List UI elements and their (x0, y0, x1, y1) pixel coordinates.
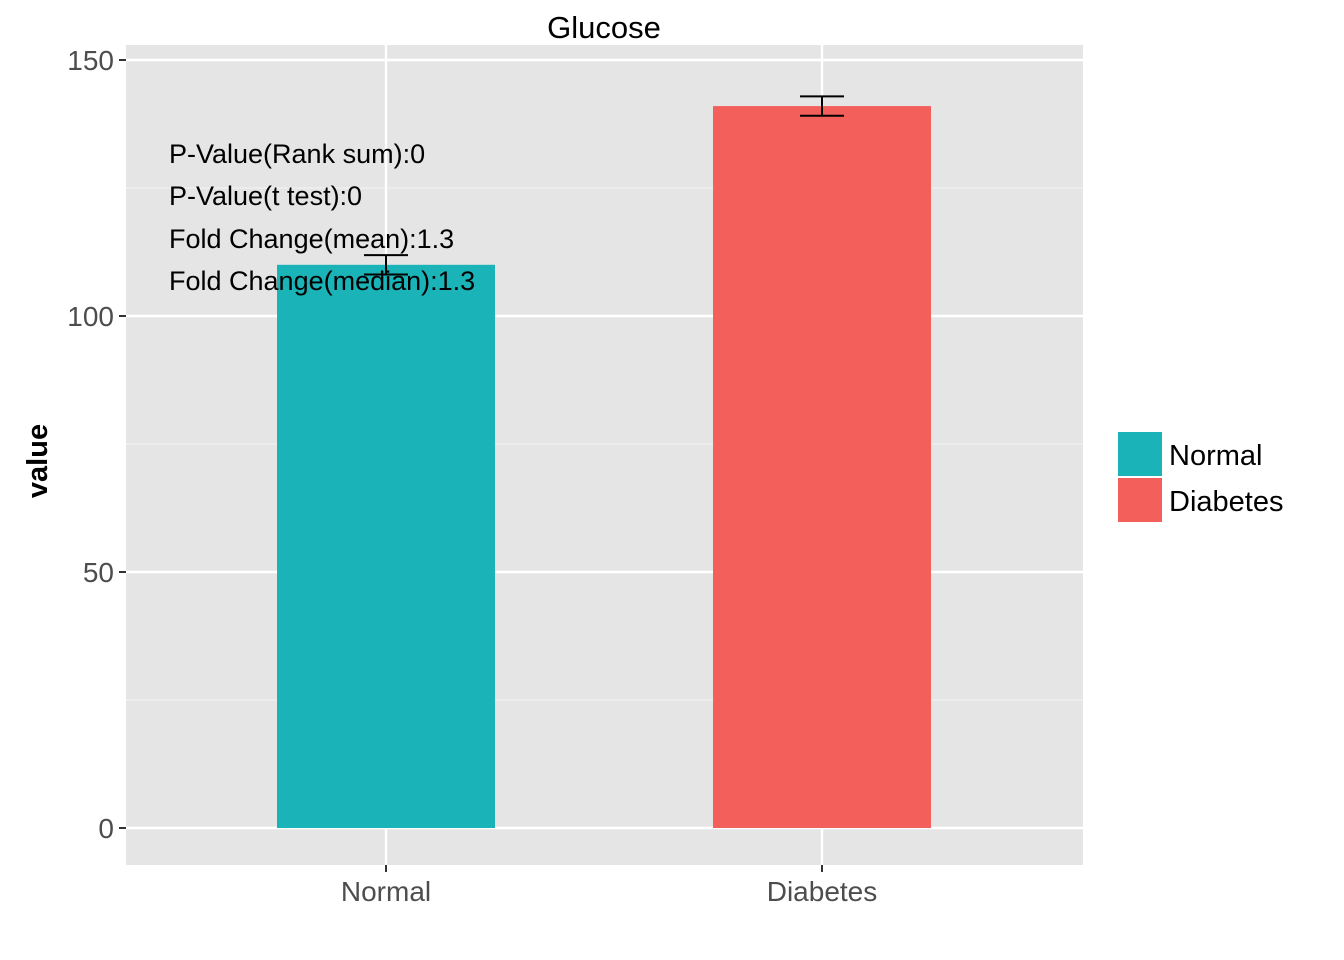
y-tick-label: 100 (67, 301, 114, 332)
legend-label-normal: Normal (1169, 440, 1262, 472)
bar-diabetes (713, 106, 931, 828)
legend-label-diabetes: Diabetes (1169, 486, 1283, 518)
y-axis-label: value (22, 424, 54, 498)
legend-key-normal (1118, 432, 1162, 476)
x-tick-label: Normal (341, 876, 431, 907)
annotation-fold-change-mean: Fold Change(mean):1.3 (169, 224, 454, 254)
y-tick-label: 0 (98, 813, 114, 844)
y-tick-label: 150 (67, 45, 114, 76)
legend-key-diabetes (1118, 478, 1162, 522)
bars-group (277, 106, 931, 828)
x-axis: Normal Diabetes (341, 865, 877, 907)
y-axis: 0 50 100 150 (67, 45, 126, 844)
bar-normal (277, 264, 495, 828)
legend: Normal Diabetes (1118, 432, 1283, 522)
stats-annotations: P-Value(Rank sum):0 P-Value(t test):0 Fo… (169, 139, 475, 296)
error-bars-group (364, 95, 844, 276)
y-tick-label: 50 (83, 557, 114, 588)
annotation-rank-sum: P-Value(Rank sum):0 (169, 139, 425, 169)
x-tick-label: Diabetes (767, 876, 878, 907)
annotation-t-test: P-Value(t test):0 (169, 181, 362, 211)
annotation-fold-change-median: Fold Change(median):1.3 (169, 266, 475, 296)
chart-title: Glucose (547, 10, 661, 45)
